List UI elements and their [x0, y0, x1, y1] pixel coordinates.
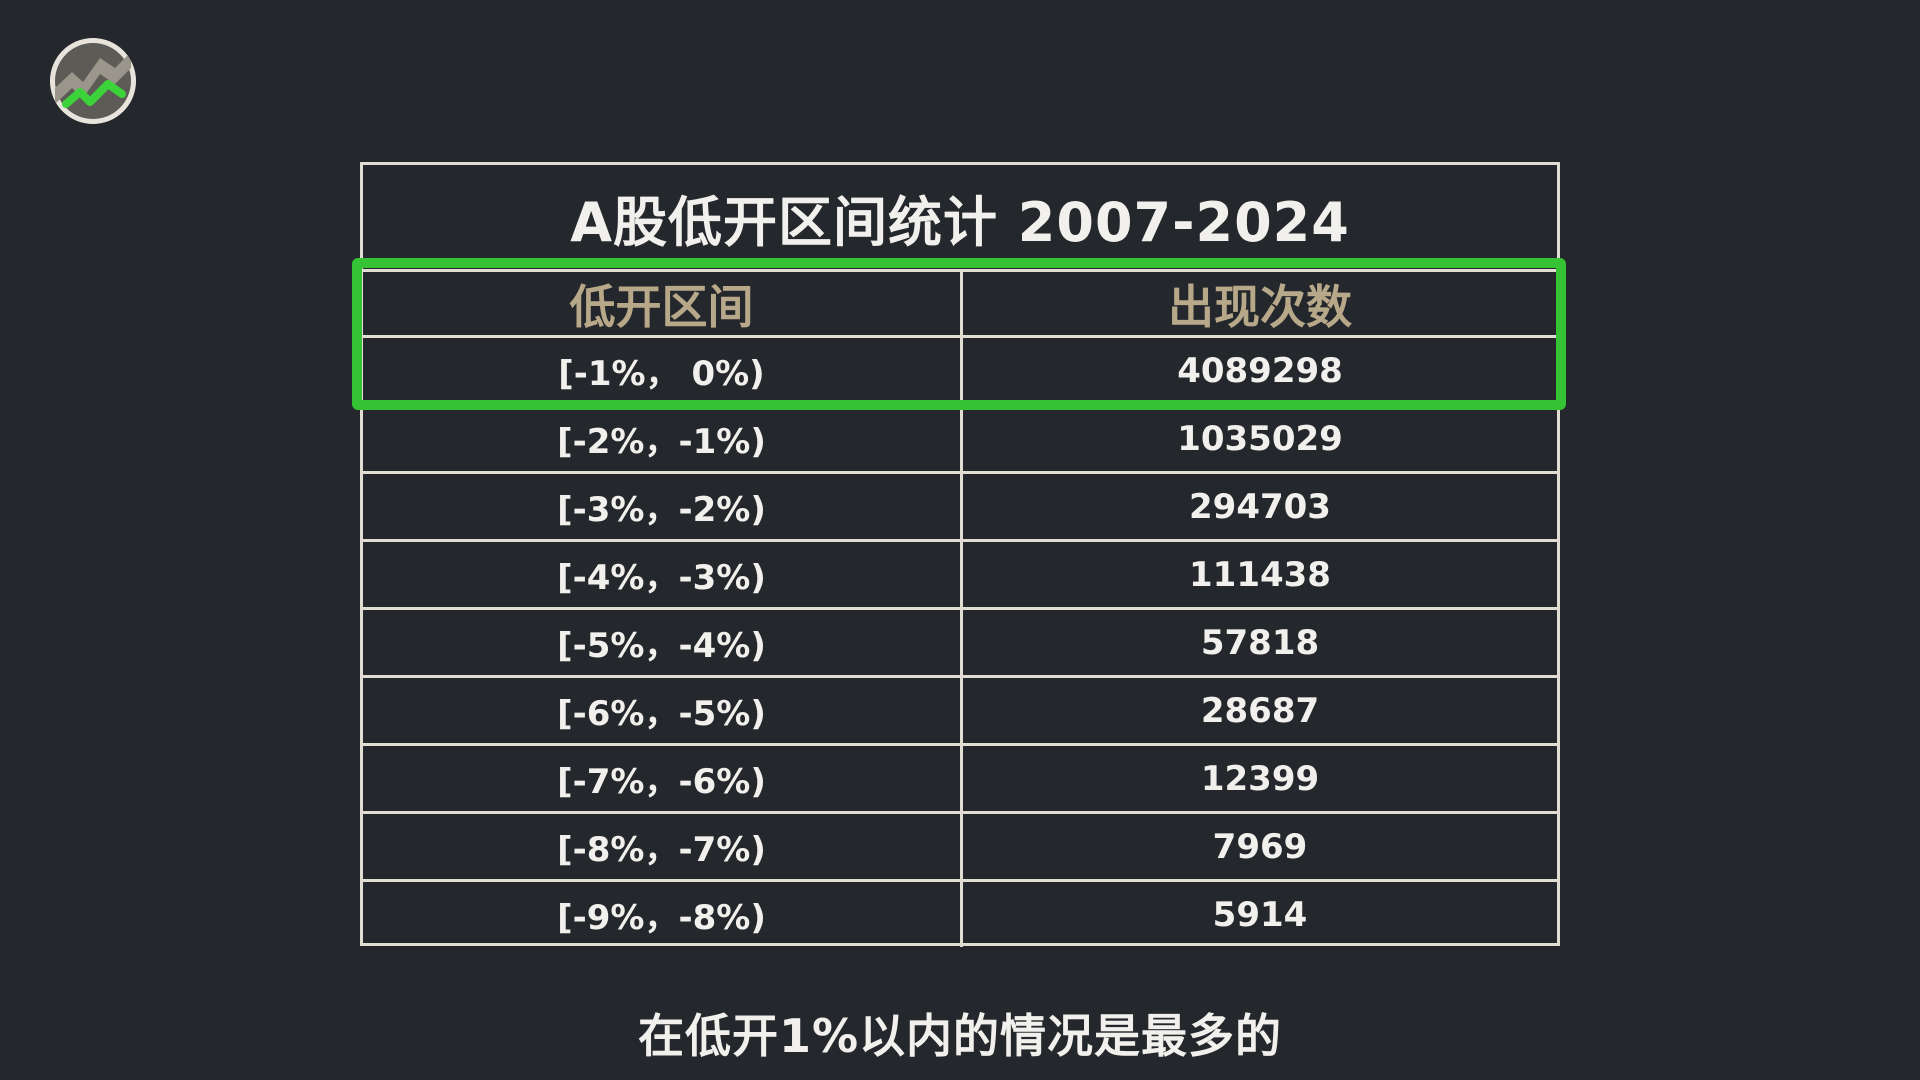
count-cell: 12399: [1200, 758, 1320, 799]
range-cell: [-2%，-1%): [363, 406, 963, 471]
table-row: [-7%，-6%) 12399: [363, 743, 1557, 811]
table-row: [-3%，-2%) 294703: [363, 471, 1557, 539]
range-cell: [-4%，-3%): [363, 542, 963, 607]
range-cell: [-9%，-8%): [363, 882, 963, 947]
count-cell: 294703: [1189, 486, 1331, 527]
table-row: [-6%，-5%) 28687: [363, 675, 1557, 743]
table-row: [-8%，-7%) 7969: [363, 811, 1557, 879]
column-header-range: 低开区间: [363, 272, 963, 335]
count-cell: 28687: [1200, 690, 1320, 731]
count-cell: 7969: [1212, 826, 1308, 867]
table-row: [-5%，-4%) 57818: [363, 607, 1557, 675]
caption-subtitle: 在低开1%以内的情况是最多的: [637, 1009, 1283, 1063]
stock-chart-logo-icon: [50, 38, 136, 124]
range-cell: [-7%，-6%): [363, 746, 963, 811]
table-row: [-2%，-1%) 1035029: [363, 403, 1557, 471]
count-cell: 111438: [1189, 554, 1331, 595]
table-row: [-9%，-8%) 5914: [363, 879, 1557, 947]
column-header-count: 出现次数: [1168, 279, 1352, 334]
range-cell: [-1%， 0%): [363, 338, 963, 403]
table-row: [-1%， 0%) 4089298: [363, 335, 1557, 403]
range-cell: [-5%，-4%): [363, 610, 963, 675]
table-header-row: 低开区间 出现次数: [363, 269, 1557, 335]
count-cell: 57818: [1200, 622, 1320, 663]
table-row: [-4%，-3%) 111438: [363, 539, 1557, 607]
range-cell: [-6%，-5%): [363, 678, 963, 743]
stats-table: A股低开区间统计 2007-2024 低开区间 出现次数 [-1%， 0%) 4…: [360, 162, 1560, 947]
range-cell: [-8%，-7%): [363, 814, 963, 879]
table-title: A股低开区间统计 2007-2024: [570, 190, 1350, 254]
range-cell: [-3%，-2%): [363, 474, 963, 539]
count-cell: 5914: [1212, 894, 1308, 935]
count-cell: 4089298: [1177, 350, 1343, 391]
count-cell: 1035029: [1177, 418, 1343, 459]
